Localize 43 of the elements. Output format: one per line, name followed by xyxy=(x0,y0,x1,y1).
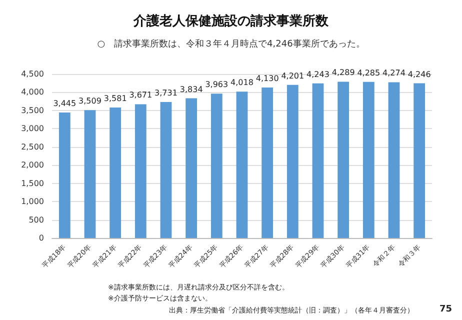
bar xyxy=(338,82,350,238)
y-tick-label: 4,000 xyxy=(21,88,44,97)
data-label: 3,509 xyxy=(78,96,102,106)
bar xyxy=(58,112,70,238)
bar xyxy=(414,83,426,238)
data-label: 3,731 xyxy=(154,88,178,98)
data-label: 4,285 xyxy=(357,68,380,78)
y-tick-label: 1,500 xyxy=(21,178,44,188)
bar xyxy=(210,94,222,238)
y-tick-label: 0 xyxy=(38,234,44,242)
y-tick-label: 3,000 xyxy=(21,124,44,134)
bar xyxy=(160,102,172,238)
bar xyxy=(286,84,298,238)
y-tick-label: 500 xyxy=(28,215,44,224)
bar xyxy=(312,83,324,238)
data-label: 4,289 xyxy=(332,68,355,78)
bar xyxy=(110,107,122,238)
data-label: 3,834 xyxy=(180,84,203,94)
data-label: 4,018 xyxy=(230,78,254,88)
data-label: 4,243 xyxy=(306,70,330,79)
data-label: 4,130 xyxy=(256,74,279,83)
y-tick-label: 2,000 xyxy=(21,160,44,170)
data-label: 4,246 xyxy=(408,70,431,79)
bar xyxy=(84,110,96,238)
text: 75 xyxy=(439,304,452,314)
y-tick-label: 3,500 xyxy=(21,106,44,115)
bar xyxy=(388,82,400,238)
data-label: 3,963 xyxy=(205,80,228,90)
data-label: 4,201 xyxy=(281,71,304,80)
y-tick-label: 1,000 xyxy=(21,197,44,206)
data-label: 4,274 xyxy=(382,68,406,78)
data-label: 3,671 xyxy=(129,90,152,100)
bar xyxy=(362,82,374,238)
data-label: 3,445 xyxy=(53,98,76,108)
chart-subtitle: ○ 請求事業所数は、令和３年４月時点で4,246事業所であった。 xyxy=(97,38,365,50)
data-label: 3,581 xyxy=(104,94,127,103)
bar xyxy=(186,98,198,238)
chart-title: 介護老人保健施設の請求事業所数 xyxy=(132,13,330,29)
bar xyxy=(262,87,274,238)
bar xyxy=(134,104,146,238)
bar xyxy=(236,92,248,238)
y-tick-label: 4,500 xyxy=(21,70,44,78)
y-tick-label: 2,500 xyxy=(21,142,44,152)
